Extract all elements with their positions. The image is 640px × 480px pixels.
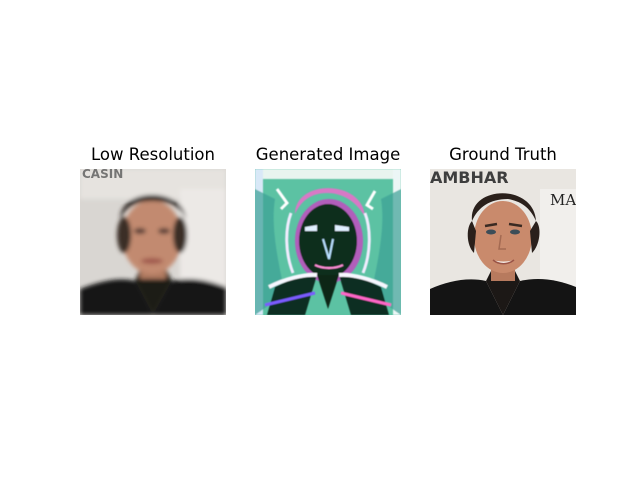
panel-ground-truth: Ground Truth AMBHAR MA [430,144,576,315]
ground-truth-image: AMBHAR MA [430,169,576,315]
panel-low-resolution: Low Resolution CASIN [80,144,226,315]
panel-title: Generated Image [255,145,401,164]
panel-title: Low Resolution [91,145,215,164]
generated-image [255,169,401,315]
low-resolution-image: CASIN [80,169,226,315]
image-text: AMBHAR [430,169,509,187]
panel-title: Ground Truth [449,145,557,164]
panel-generated-image: Generated Image [255,144,401,315]
image-text: CASIN [82,169,123,181]
image-side-text: MA [550,191,576,209]
